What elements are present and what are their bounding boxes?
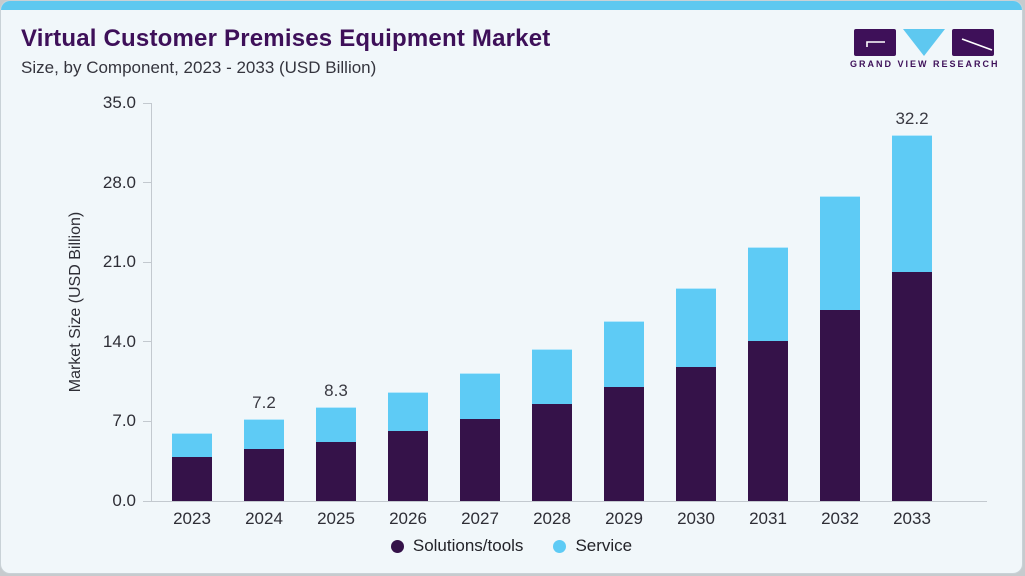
y-tick-mark [143, 182, 151, 184]
bar-service-2024 [244, 419, 284, 449]
legend-label: Solutions/tools [412, 536, 524, 555]
bar-service-2029 [604, 321, 644, 388]
y-tick-label: 21.0 [102, 252, 136, 272]
bar-solutions-tools-2025 [316, 441, 356, 501]
x-tick-label: 2026 [389, 509, 427, 528]
bar-total-label-2025: 8.3 [324, 380, 348, 400]
bar-solutions-tools-2032 [820, 309, 860, 501]
y-axis-title: Market Size (USD Billion) [67, 211, 84, 393]
legend-item: Solutions/tools [390, 536, 524, 556]
bar-solutions-tools-2028 [532, 404, 572, 501]
bar-service-2031 [748, 247, 788, 341]
x-tick-label: 2027 [461, 509, 499, 528]
legend-dot-icon [553, 539, 567, 553]
bar-solutions-tools-2033 [892, 272, 932, 501]
bar-service-2030 [676, 288, 716, 367]
bar-total-label-2024: 7.2 [252, 393, 276, 413]
bar-service-2027 [460, 372, 500, 420]
gvr-logo-text: GRAND VIEW RESEARCH [850, 59, 1000, 69]
bar-solutions-tools-2030 [676, 366, 716, 501]
legend-label: Service [575, 536, 633, 555]
bar-solutions-tools-2024 [244, 448, 284, 501]
bar-service-2025 [316, 406, 356, 442]
top-accent-bar [1, 1, 1022, 10]
x-tick-label: 2030 [677, 509, 715, 528]
y-tick-mark [143, 500, 151, 502]
x-tick-label: 2023 [173, 509, 211, 528]
y-tick-label: 14.0 [102, 331, 136, 351]
bar-service-2028 [532, 348, 572, 405]
plot-area: Market Size (USD Billion) 0.0 7.0 14.0 21.0… [67, 93, 987, 528]
x-tick-label: 2028 [533, 509, 571, 528]
bar-solutions-tools-2026 [388, 430, 428, 501]
page-subtitle: Size, by Component, 2023 - 2033 (USD Bil… [21, 58, 377, 77]
bar-solutions-tools-2031 [748, 340, 788, 501]
y-tick-mark [143, 261, 151, 263]
y-tick-mark [143, 341, 151, 343]
y-tick-mark [143, 102, 151, 104]
legend-item: Service [553, 536, 632, 556]
y-tick-label: 28.0 [102, 172, 136, 192]
bar-service-2023 [172, 432, 212, 457]
bar-solutions-tools-2027 [460, 419, 500, 501]
bar-service-2026 [388, 391, 428, 431]
bar-service-2033 [892, 134, 932, 273]
page-title: Virtual Customer Premises Equipment Mark… [21, 25, 551, 52]
y-tick-mark [143, 420, 151, 422]
x-tick-label: 2029 [605, 509, 643, 528]
x-tick-label: 2025 [317, 509, 355, 528]
gvr-logo-icon [854, 29, 994, 56]
bar-solutions-tools-2023 [172, 456, 212, 501]
legend: Solutions/tools Service [1, 536, 1022, 556]
gvr-logo: GRAND VIEW RESEARCH [850, 29, 998, 69]
x-tick-label: 2033 [893, 509, 931, 528]
bar-service-2032 [820, 196, 860, 310]
bar-solutions-tools-2029 [604, 387, 644, 501]
y-tick-label: 35.0 [102, 93, 136, 112]
x-tick-label: 2032 [821, 509, 859, 528]
bar-total-label-2033: 32.2 [895, 108, 929, 128]
y-tick-label: 0.0 [112, 491, 136, 510]
y-tick-label: 7.0 [112, 411, 136, 431]
x-tick-label: 2024 [245, 509, 283, 528]
legend-dot-icon [390, 539, 404, 553]
x-tick-label: 2031 [749, 509, 787, 528]
